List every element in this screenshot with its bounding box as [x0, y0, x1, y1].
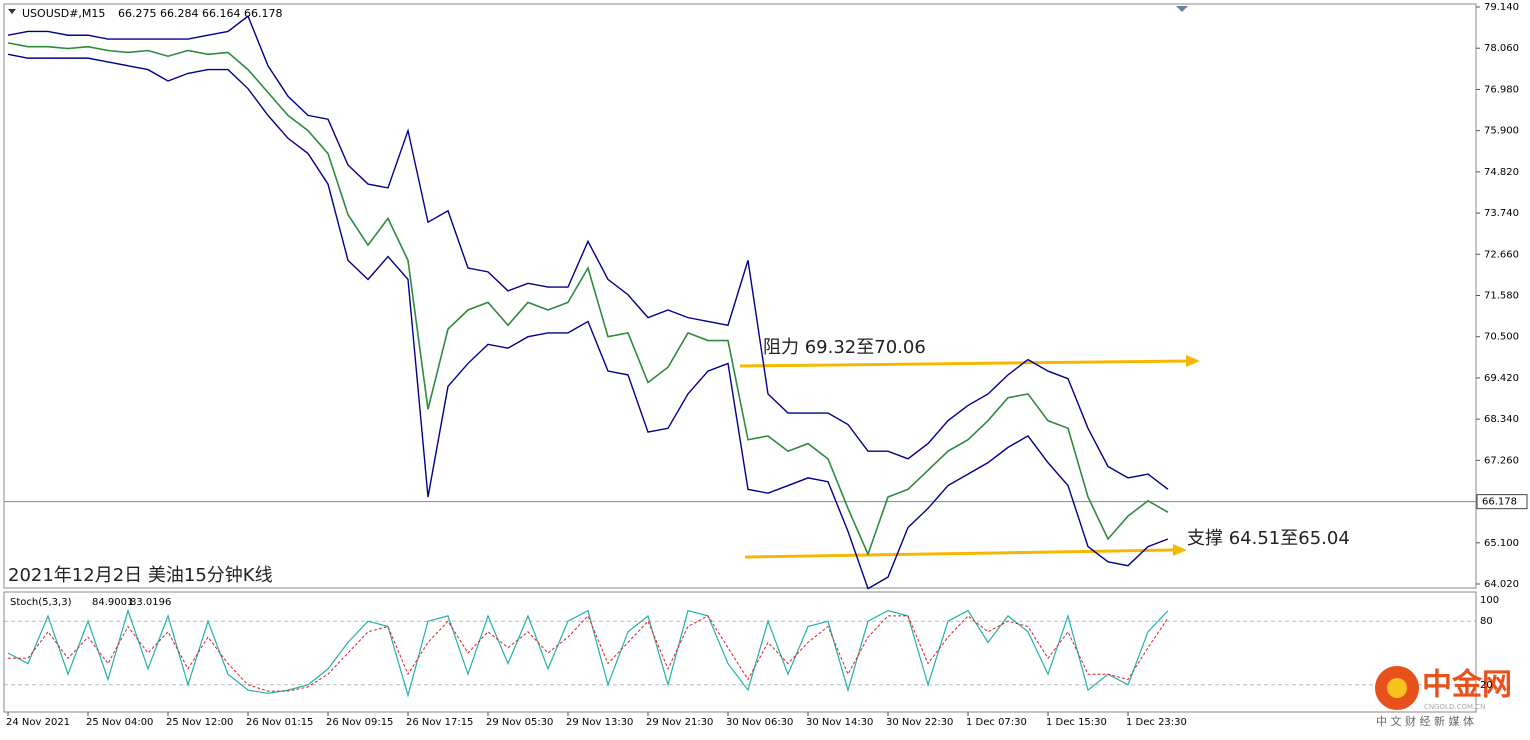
symbol: USOUSD#,M15: [22, 7, 105, 20]
support-arrow: [744, 548, 1176, 559]
main-panel: [3, 3, 1477, 589]
x-tick-label: 26 Nov 09:15: [326, 717, 393, 728]
ohlc: 66.284: [160, 7, 199, 20]
menu-icon: [8, 9, 16, 14]
upper-band: [7, 15, 1169, 490]
logo: [1387, 678, 1407, 698]
price-tag: [1476, 494, 1528, 510]
y-tick-label: 68.340: [1484, 414, 1519, 425]
x-tick-label: 30 Nov 14:30: [806, 717, 873, 728]
resistance-label: 阻力 69.32至70.06: [763, 337, 926, 358]
x-tick-label: 25 Nov 12:00: [166, 717, 233, 728]
y-tick-label: 74.820: [1484, 167, 1519, 178]
y-tick-label: 100: [1480, 595, 1499, 606]
arrow-head: [1173, 544, 1187, 556]
x-tick-label: 26 Nov 17:15: [406, 717, 473, 728]
y-tick-label: 72.660: [1484, 249, 1519, 260]
x-tick-label: 30 Nov 06:30: [726, 717, 793, 728]
price-tag-label: 66.178: [1482, 497, 1517, 508]
y-tick-label: 79.140: [1484, 2, 1519, 13]
x-tick-label: 26 Nov 01:15: [246, 717, 313, 728]
y-tick-label: 80: [1480, 616, 1493, 627]
watermark-domain: CNGOLD.COM.CN: [1424, 703, 1485, 711]
y-tick-label: 67.260: [1484, 455, 1519, 466]
x-tick-label: 24 Nov 2021: [6, 717, 70, 728]
x-tick-label: 29 Nov 13:30: [566, 717, 633, 728]
support-label: 支撑 64.51至65.04: [1187, 528, 1350, 549]
y-tick-label: 78.060: [1484, 43, 1519, 54]
x-tick-label: 25 Nov 04:00: [86, 717, 153, 728]
shift-marker: [1176, 6, 1188, 12]
x-tick-label: 1 Dec 23:30: [1126, 717, 1187, 728]
y-tick-label: 64.020: [1484, 579, 1519, 590]
ohlc: 66.178: [244, 7, 283, 20]
y-tick-label: 70.500: [1484, 332, 1519, 343]
watermark: 中金网 CNGOLD.COM.CN 中 文 财 经 新 媒 体: [1375, 666, 1512, 728]
stoch-value: 84.9001: [92, 597, 133, 608]
watermark-slogan: 中 文 财 经 新 媒 体: [1376, 714, 1474, 728]
stoch-value: 83.0196: [130, 597, 171, 608]
lower-band: [7, 53, 1169, 590]
x-tick-label: 29 Nov 21:30: [646, 717, 713, 728]
x-tick-label: 29 Nov 05:30: [486, 717, 553, 728]
main: [7, 608, 1169, 698]
close: [7, 42, 1169, 557]
x-tick-label: 30 Nov 22:30: [886, 717, 953, 728]
watermark-name: 中金网: [1422, 668, 1512, 703]
arrow-head: [1186, 355, 1200, 367]
y-tick-label: 69.420: [1484, 373, 1519, 384]
y-tick-label: 75.900: [1484, 126, 1519, 137]
x-tick-label: 1 Dec 15:30: [1046, 717, 1107, 728]
signal: [8, 614, 1169, 692]
y-tick-label: 71.580: [1484, 291, 1519, 302]
y-tick-label: 65.100: [1484, 538, 1519, 549]
y-tick-label: 76.980: [1484, 84, 1519, 95]
stoch-label: Stoch(5,3,3): [10, 597, 72, 608]
ohlc: 66.275: [118, 7, 157, 20]
stoch-panel: [3, 591, 1477, 713]
y-tick-label: 73.740: [1484, 208, 1519, 219]
ohlc: 66.164: [202, 7, 241, 20]
resistance-arrow: [739, 359, 1189, 368]
caption: 2021年12月2日 美油15分钟K线: [8, 565, 273, 586]
x-tick-label: 1 Dec 07:30: [966, 717, 1027, 728]
y-tick-label: 20: [1480, 680, 1493, 691]
